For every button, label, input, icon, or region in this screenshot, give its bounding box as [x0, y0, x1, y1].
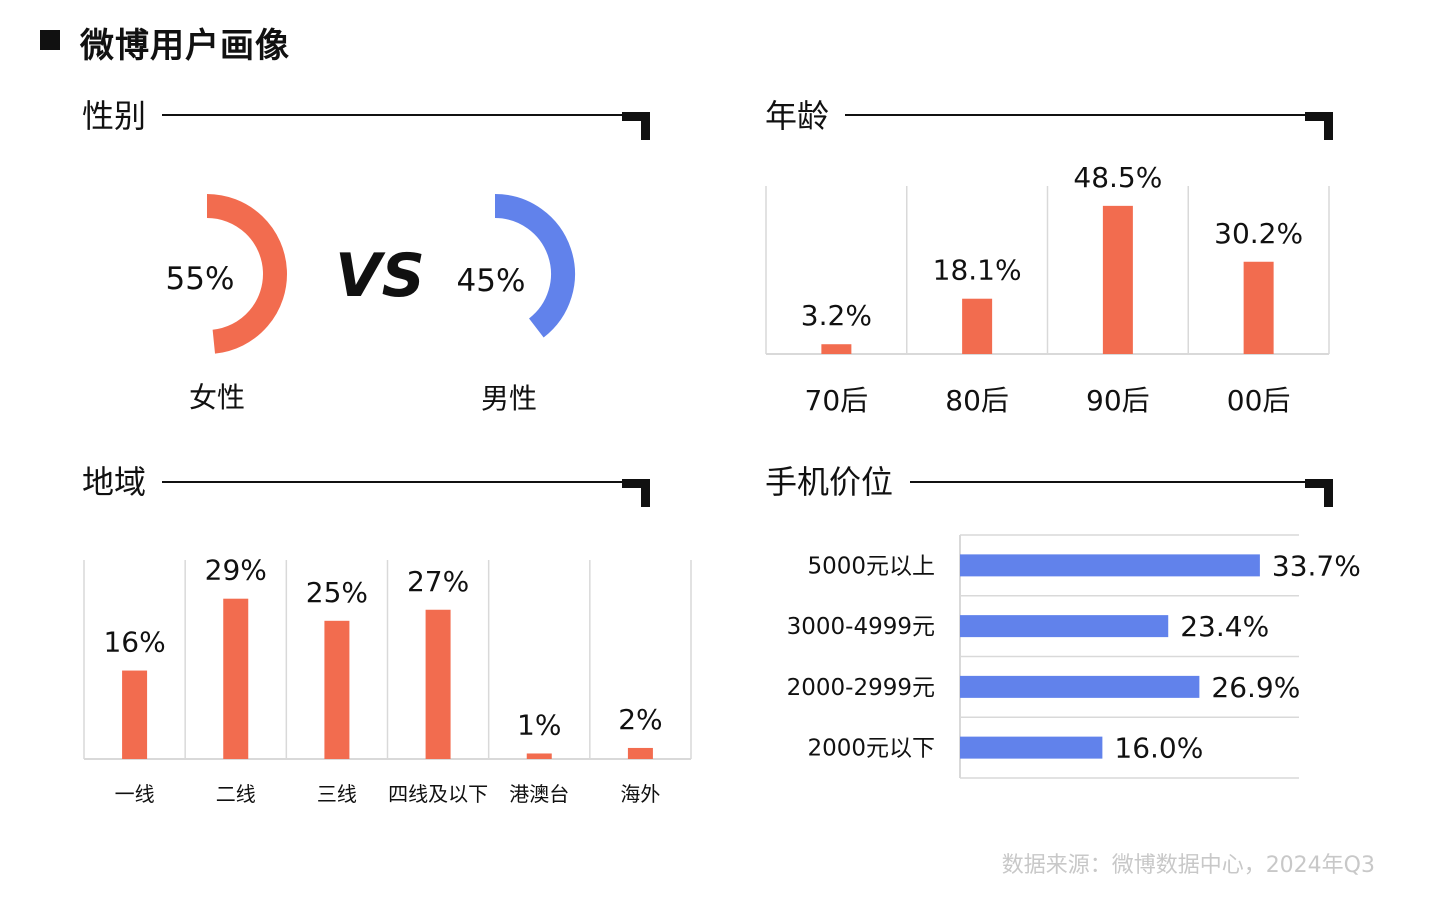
age-category-label: 70后 [805, 384, 869, 417]
price-value-label: 23.4% [1180, 610, 1269, 643]
corner-bracket-icon [622, 479, 650, 507]
age-bar [962, 298, 993, 354]
corner-bracket-icon [1305, 112, 1333, 140]
price-value-label: 16.0% [1114, 732, 1203, 765]
age-value-label: 30.2% [1214, 217, 1303, 250]
corner-bracket-icon [622, 112, 650, 140]
region-bar [324, 620, 350, 759]
region-category-label: 三线 [317, 782, 357, 806]
age-value-label: 48.5% [1073, 161, 1162, 194]
corner-bracket-icon [1305, 479, 1333, 507]
section-title-age: 年龄 [765, 97, 830, 135]
region-value-label: 27% [407, 565, 469, 598]
data-source-note: 数据来源：微博数据中心，2024年Q3 [1001, 853, 1375, 878]
age-value-label: 18.1% [933, 254, 1022, 287]
age-category-label: 80后 [945, 384, 1009, 417]
male-arc [494, 194, 575, 338]
region-bar [223, 598, 249, 759]
female-percent-label: 55% [166, 261, 235, 297]
price-bar [960, 615, 1169, 638]
price-category-label: 3000-4999元 [787, 614, 935, 640]
age-value-label: 3.2% [801, 299, 872, 332]
region-value-label: 1% [517, 708, 561, 741]
section-divider-age [845, 114, 1323, 116]
section-divider-gender [162, 114, 640, 116]
region-category-label: 海外 [620, 782, 660, 806]
price-value-label: 33.7% [1272, 549, 1361, 582]
section-title-price: 手机价位 [765, 463, 894, 501]
page-title: 微博用户画像 [80, 26, 290, 66]
region-value-label: 25% [306, 576, 368, 609]
region-category-label: 四线及以下 [388, 782, 488, 806]
region-value-label: 16% [103, 626, 165, 659]
female-category-label: 女性 [189, 381, 245, 414]
region-bar [122, 670, 148, 759]
male-percent-label: 45% [457, 263, 526, 299]
title-square-icon [40, 30, 60, 50]
vs-label: VS [335, 241, 425, 311]
price-bar [960, 554, 1260, 577]
section-title-gender: 性别 [82, 97, 147, 135]
female-arc [206, 194, 287, 354]
price-category-label: 2000元以下 [807, 736, 935, 762]
age-category-label: 00后 [1227, 384, 1291, 417]
region-category-label: 一线 [115, 782, 155, 806]
male-category-label: 男性 [481, 382, 537, 415]
price-bar [960, 675, 1200, 698]
price-bar [960, 736, 1103, 759]
region-category-label: 二线 [216, 782, 256, 806]
region-bar [627, 747, 653, 759]
price-category-label: 2000-2999元 [787, 675, 935, 701]
section-divider-price [910, 481, 1323, 483]
region-value-label: 2% [618, 703, 662, 736]
section-divider-region [162, 481, 640, 483]
region-bar [526, 753, 552, 759]
age-bar [821, 344, 852, 354]
price-category-label: 5000元以上 [807, 553, 935, 579]
age-bar [1243, 261, 1274, 354]
section-title-region: 地域 [82, 463, 147, 501]
region-value-label: 29% [205, 554, 267, 587]
age-category-label: 90后 [1086, 384, 1150, 417]
age-bar [1102, 205, 1133, 354]
region-bar [425, 609, 451, 759]
price-value-label: 26.9% [1211, 671, 1300, 704]
region-category-label: 港澳台 [509, 782, 569, 806]
